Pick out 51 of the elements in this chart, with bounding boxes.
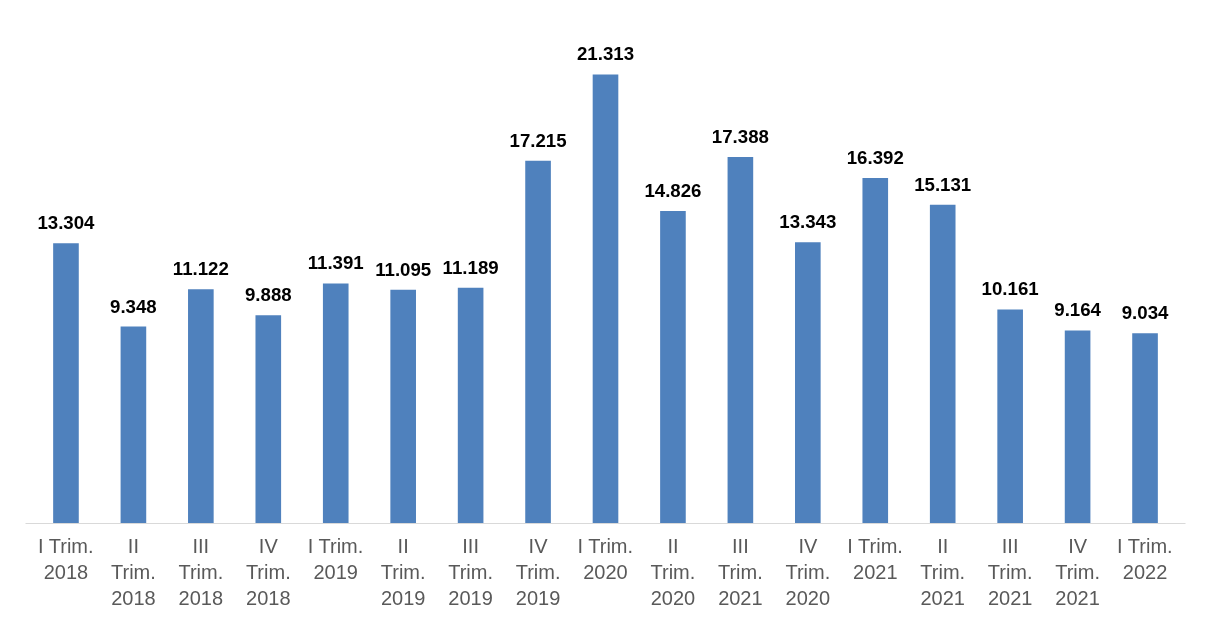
x-tick-label: III Trim. 2021 bbox=[717, 534, 763, 610]
data-label: 9.034 bbox=[1121, 302, 1169, 324]
data-label: 9.888 bbox=[244, 284, 292, 306]
bar bbox=[390, 289, 416, 524]
data-label: 13.343 bbox=[779, 211, 837, 233]
x-tick-label: I Trim. 2021 bbox=[847, 534, 903, 583]
x-tick-label: IV Trim. 2020 bbox=[785, 534, 831, 610]
x-tick-label: III Trim. 2021 bbox=[987, 534, 1033, 610]
x-tick-label: II Trim. 2018 bbox=[111, 534, 156, 610]
x-tick-label: IV Trim. 2019 bbox=[515, 534, 561, 610]
data-label: 10.161 bbox=[981, 278, 1039, 300]
data-label: 9.164 bbox=[1054, 299, 1102, 321]
x-tick-label: I Trim. 2022 bbox=[1117, 534, 1173, 583]
bar bbox=[929, 204, 956, 524]
data-label: 11.189 bbox=[442, 256, 499, 278]
bar bbox=[997, 309, 1023, 524]
bar bbox=[120, 326, 147, 524]
data-label: 15.131 bbox=[914, 173, 972, 195]
x-tick-label: IV Trim. 2018 bbox=[245, 534, 291, 610]
x-tick-label: IV Trim. 2021 bbox=[1055, 534, 1100, 610]
x-tick-label: I Trim. 2019 bbox=[307, 534, 364, 583]
bar bbox=[322, 283, 349, 524]
bar bbox=[727, 157, 754, 524]
x-tick-label: II Trim. 2021 bbox=[920, 534, 966, 610]
x-tick-label: II Trim. 2020 bbox=[650, 534, 696, 610]
bar bbox=[457, 287, 484, 524]
bar bbox=[188, 289, 214, 524]
bar bbox=[592, 74, 619, 524]
data-label: 17.388 bbox=[711, 126, 769, 148]
data-label: 14.826 bbox=[644, 180, 702, 202]
data-label: 16.392 bbox=[846, 147, 904, 169]
x-tick-label: III Trim. 2018 bbox=[178, 534, 224, 610]
data-label: 11.095 bbox=[375, 258, 432, 280]
data-label: 17.215 bbox=[509, 129, 567, 151]
bar bbox=[255, 315, 282, 524]
bar bbox=[795, 242, 821, 524]
bar bbox=[525, 160, 551, 524]
x-tick-label: I Trim. 2018 bbox=[38, 534, 94, 583]
bar bbox=[1132, 333, 1158, 524]
data-label: 21.313 bbox=[576, 43, 635, 65]
bar bbox=[1064, 330, 1091, 524]
x-tick-label: I Trim. 2020 bbox=[577, 534, 634, 583]
bar bbox=[53, 243, 79, 524]
x-tick-label: II Trim. 2019 bbox=[380, 534, 426, 610]
bar bbox=[862, 178, 889, 524]
data-label: 11.391 bbox=[307, 252, 364, 274]
x-tick-label: III Trim. 2019 bbox=[448, 534, 494, 610]
bar bbox=[660, 211, 686, 524]
data-label: 9.348 bbox=[110, 295, 157, 317]
data-label: 13.304 bbox=[37, 212, 96, 234]
data-label: 11.122 bbox=[172, 258, 229, 280]
